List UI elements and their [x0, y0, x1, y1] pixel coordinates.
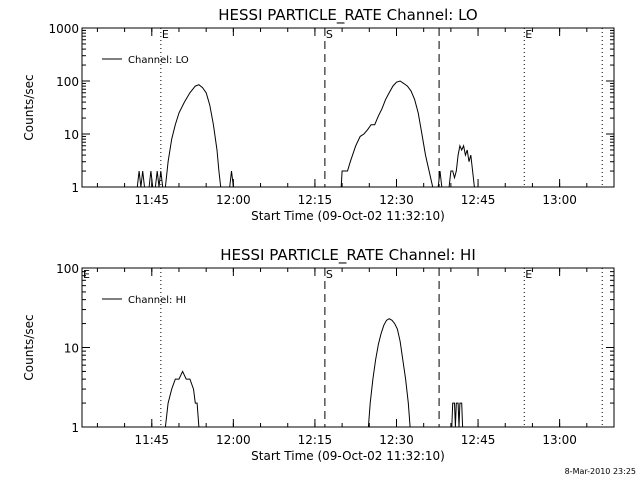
panel1-y-axis-label: Counts/sec: [22, 74, 36, 140]
panel1-time-marker-label: E: [162, 28, 169, 41]
panel1-x-tick-label: 12:30: [379, 193, 414, 207]
panel1-y-tick-label: 1000: [48, 22, 79, 36]
panel1-data-series-line: [136, 170, 145, 188]
panel1-x-axis-label: Start Time (09-Oct-02 11:32:10): [251, 209, 445, 223]
panel2-chart-title: HESSI PARTICLE_RATE Channel: HI: [220, 246, 476, 265]
panel2-y-tick-label: 100: [56, 262, 79, 276]
panel2-x-tick-label: 12:15: [298, 433, 333, 447]
panel2-data-series-line: [451, 402, 464, 428]
panel1-y-tick-label: 10: [64, 128, 79, 142]
panel1-data-series-line: [437, 170, 443, 188]
footer-date: 8-Mar-2010 23:25: [565, 467, 636, 476]
panel1-time-marker-label: S: [326, 28, 333, 41]
panel2-time-marker-label: S: [326, 268, 333, 281]
panel1-y-tick-label: 100: [56, 75, 79, 89]
panel1-y-tick-label: 1: [71, 181, 79, 195]
panel1-data-series-line: [154, 170, 164, 188]
panel2-x-tick-label: 11:45: [134, 433, 169, 447]
panel2-y-tick-label: 1: [71, 421, 79, 435]
panel2-y-tick-label: 10: [64, 342, 79, 356]
panel1-x-tick-label: 12:00: [216, 193, 251, 207]
panel2-legend-label: Channel: HI: [128, 295, 186, 306]
panel1-legend-label: Channel: LO: [128, 55, 189, 66]
panel1-x-tick-label: 12:45: [461, 193, 496, 207]
panel1-time-marker-label: E: [525, 28, 532, 41]
panel1-x-tick-label: 13:00: [542, 193, 577, 207]
panel1-x-tick-label: 12:15: [298, 193, 333, 207]
panel2-x-tick-label: 12:00: [216, 433, 251, 447]
panel2-x-tick-label: 12:45: [461, 433, 496, 447]
panel1-data-series-line: [229, 170, 234, 188]
panel2-time-marker-label: E: [525, 268, 532, 281]
panel2-data-series-line: [164, 370, 200, 428]
panel2-data-series-line: [367, 318, 411, 428]
panel2-y-axis-label: Counts/sec: [22, 314, 36, 380]
panel1-data-series-line: [164, 84, 222, 188]
panel2-time-marker-label: E: [83, 268, 90, 281]
panel2-x-tick-label: 12:30: [379, 433, 414, 447]
panel2-x-tick-label: 13:00: [542, 433, 577, 447]
panel1-data-series-line: [448, 144, 475, 188]
panel1-chart-title: HESSI PARTICLE_RATE Channel: LO: [218, 6, 477, 25]
panel1-x-tick-label: 11:45: [134, 193, 169, 207]
panel1-plot-frame: [81, 27, 615, 188]
panel1-data-series-line: [324, 80, 434, 188]
panel2-x-axis-label: Start Time (09-Oct-02 11:32:10): [251, 449, 445, 463]
panel1-data-series-line: [148, 170, 154, 188]
